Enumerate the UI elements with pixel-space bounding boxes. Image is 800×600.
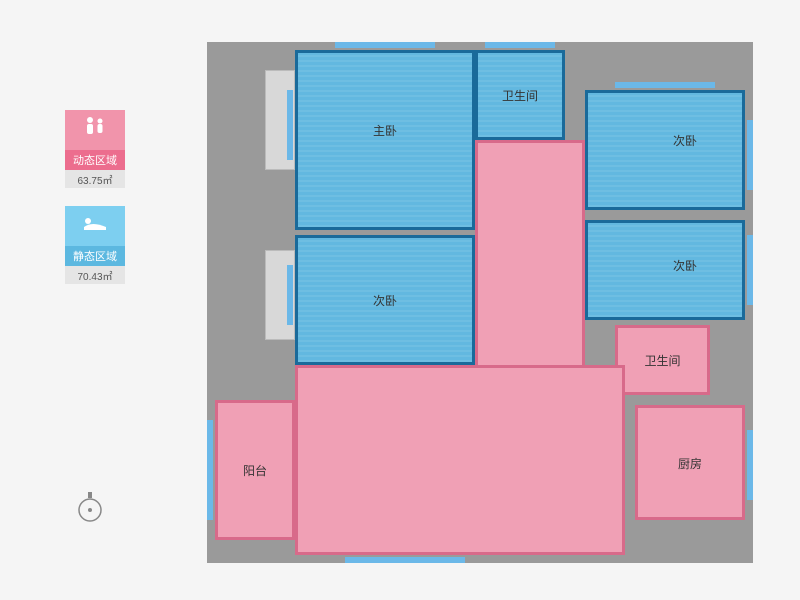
legend-swatch (65, 110, 125, 150)
room-bath2 (615, 325, 710, 395)
window (747, 430, 753, 500)
compass-icon (75, 490, 105, 520)
legend-value: 63.75㎡ (65, 170, 125, 188)
room-living (295, 365, 625, 555)
legend-item-dynamic: 动态区域63.75㎡ (65, 110, 125, 188)
window (207, 420, 213, 520)
window (345, 557, 465, 563)
legend-item-static: 静态区域70.43㎡ (65, 206, 125, 284)
window (485, 42, 555, 48)
room-bed4 (585, 220, 745, 320)
room-bed3 (295, 235, 475, 365)
legend: 动态区域63.75㎡静态区域70.43㎡ (65, 110, 125, 302)
window (747, 235, 753, 305)
window (747, 120, 753, 190)
room-bed2 (585, 90, 745, 210)
room-master (295, 50, 475, 230)
room-corridor (475, 140, 585, 365)
room-bath1 (475, 50, 565, 140)
legend-label: 动态区域 (65, 150, 125, 170)
window (615, 82, 715, 88)
window (287, 265, 293, 325)
people-icon (81, 115, 109, 145)
legend-value: 70.43㎡ (65, 266, 125, 284)
canvas: 动态区域63.75㎡静态区域70.43㎡主卧卫生间次卧次卧次卧卫生间客餐厅厨房阳… (0, 0, 800, 600)
floorplan: 主卧卫生间次卧次卧次卧卫生间客餐厅厨房阳台 (195, 20, 775, 580)
window (287, 90, 293, 160)
legend-label: 静态区域 (65, 246, 125, 266)
sleep-icon (80, 213, 110, 239)
room-kitchen (635, 405, 745, 520)
window (335, 42, 435, 48)
legend-swatch (65, 206, 125, 246)
room-balcony (215, 400, 295, 540)
